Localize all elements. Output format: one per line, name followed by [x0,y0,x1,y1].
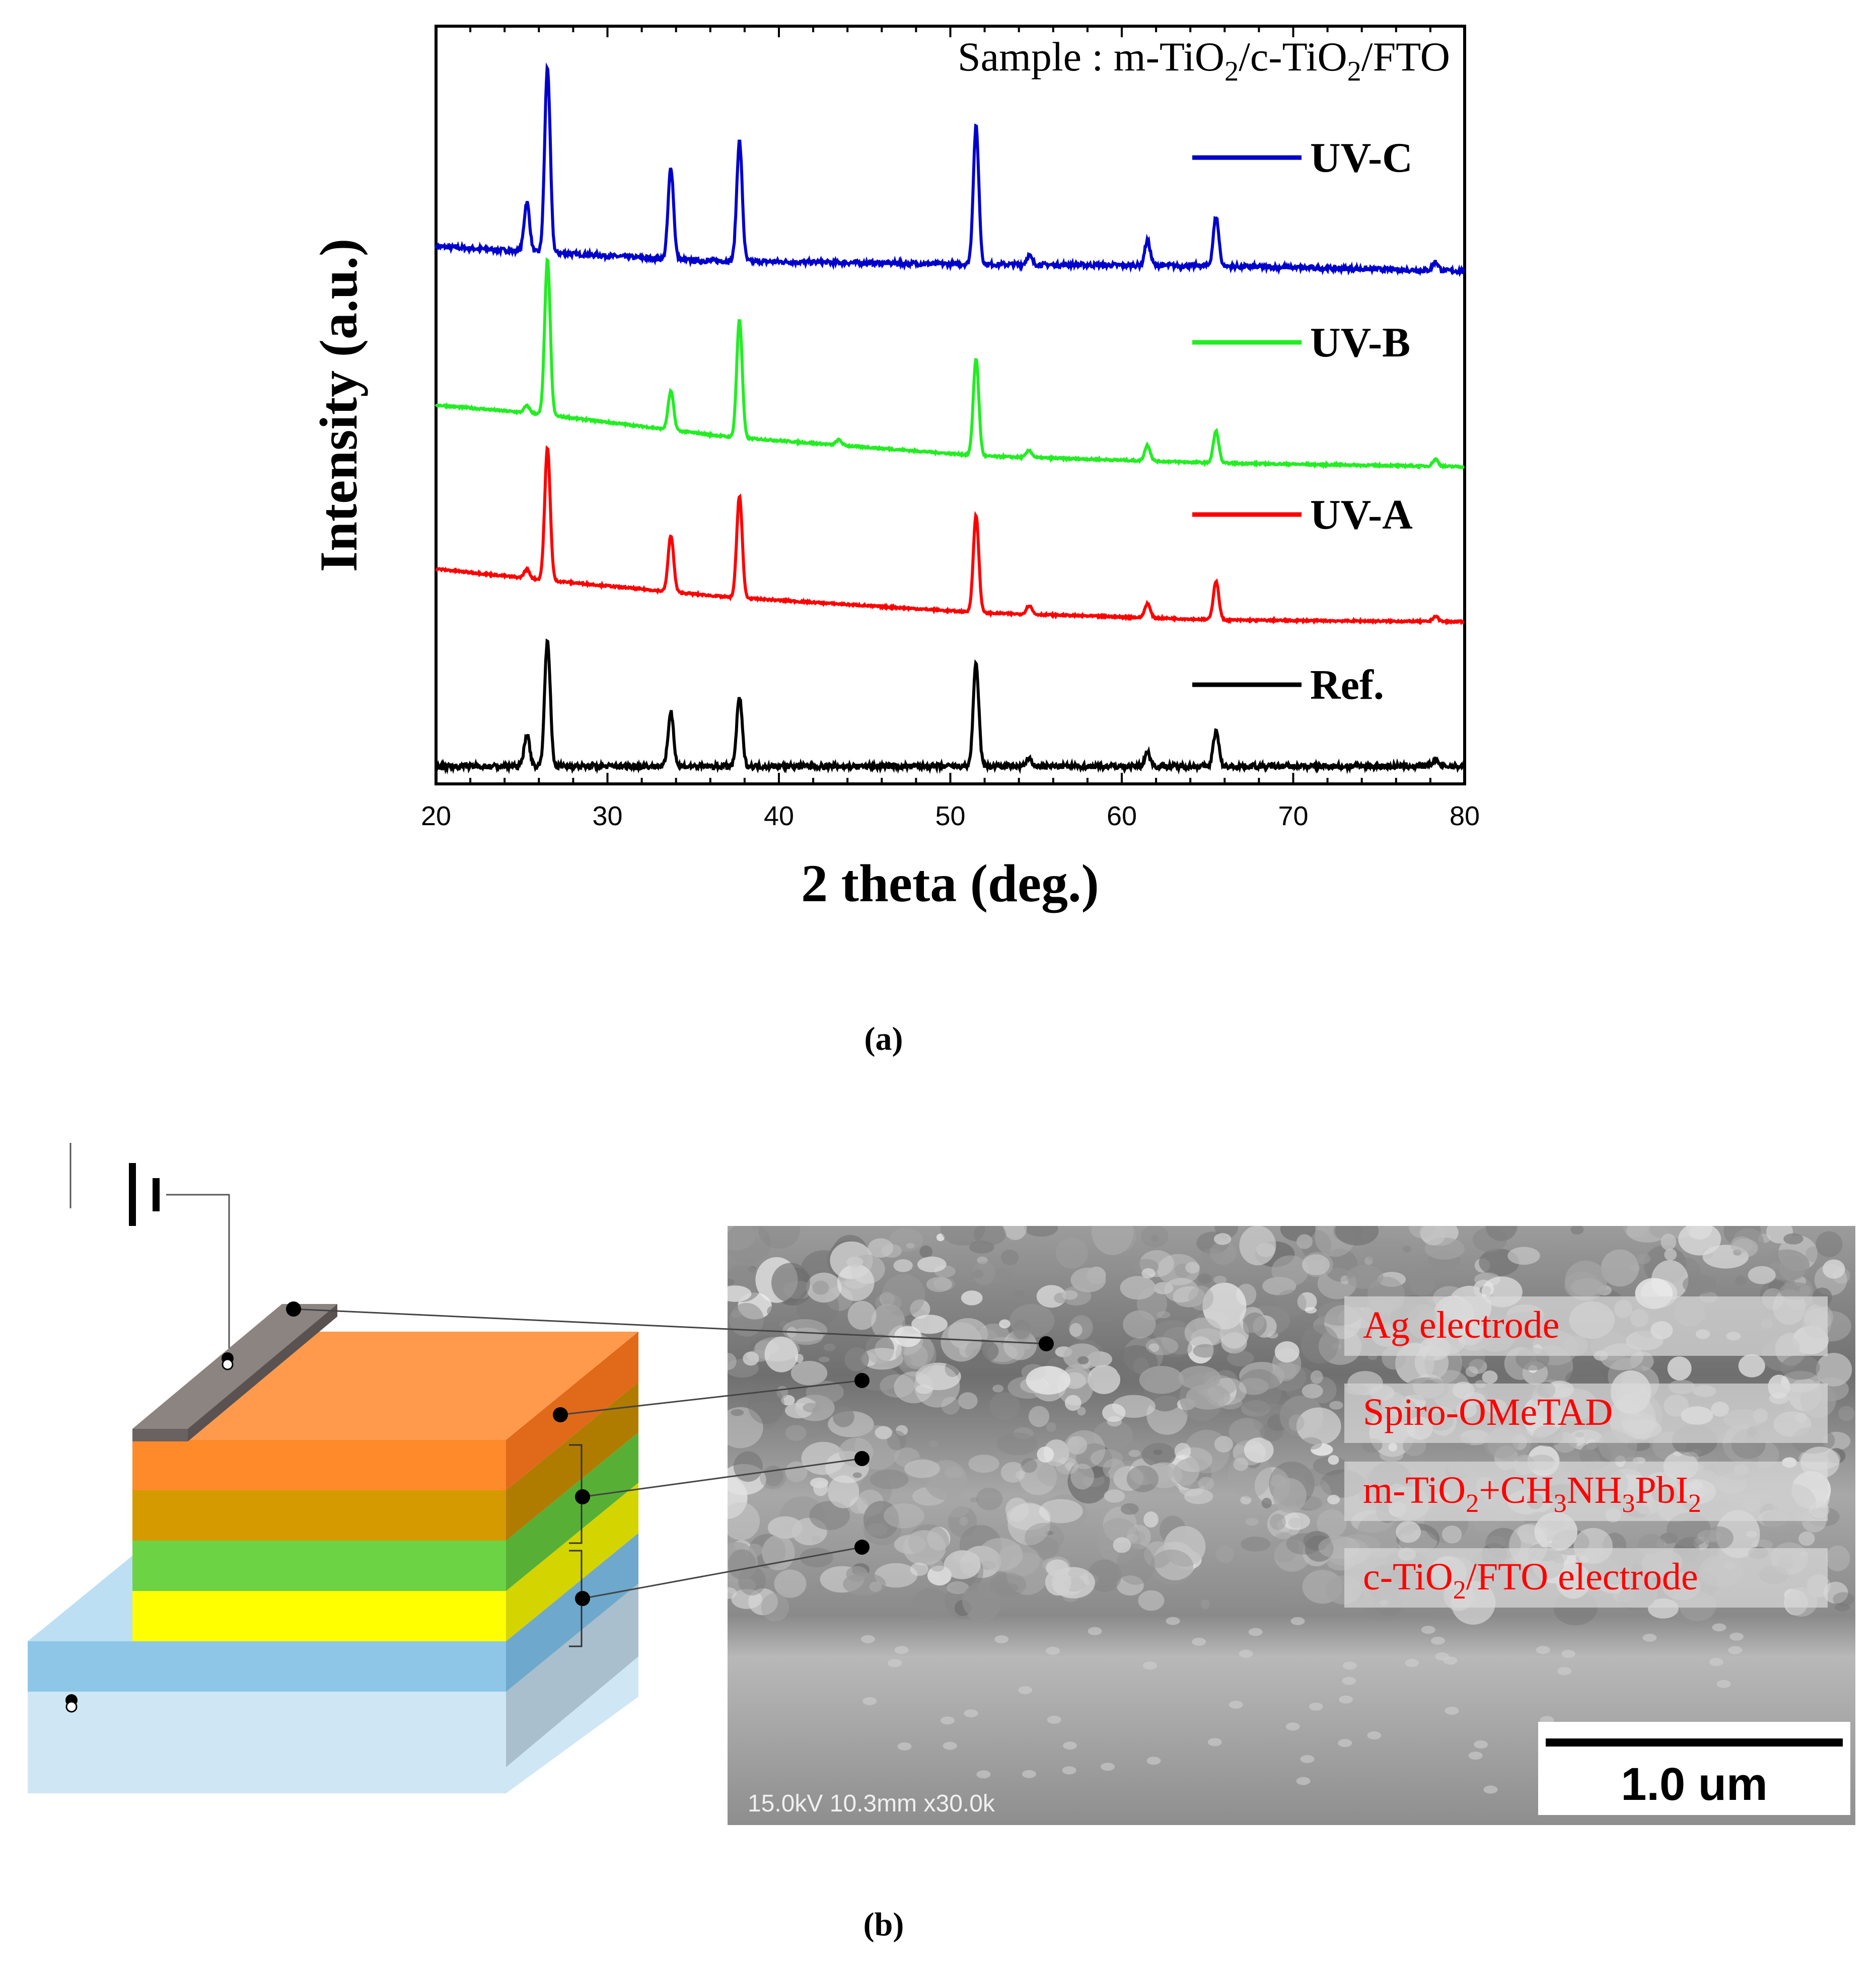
x-tick-label: 30 [592,801,622,831]
sem-layer-label: Ag electrode [1363,1304,1559,1346]
sample-label: Sample : m-TiO2/c-TiO2/FTO [958,34,1450,87]
x-tick-label: 70 [1278,801,1308,831]
legend-label: UV-B [1310,319,1410,366]
terminal-ring [65,1701,78,1713]
ctio2-layer [132,1483,638,1641]
perovskite-layer [132,1382,638,1541]
glass-layer [28,1581,638,1793]
panel-a-label: (a) [864,1021,903,1057]
sem-label-box [1344,1296,1828,1356]
sem-image: Ag electrode Spiro-OMeTAD m-TiO2+CH3NH3PbI… [728,1226,1855,1825]
battery-icon [129,1163,160,1226]
legend-label: UV-A [1310,491,1413,538]
x-tick-label: 50 [935,801,965,831]
series-line-ref [435,638,1466,775]
terminal-ring [222,1358,234,1370]
series-line-uv-b [435,257,1465,470]
x-tick-label: 40 [764,801,794,831]
scale-bar-label: 1.0 um [1621,1759,1767,1810]
battery-circuit [69,1143,230,1359]
legend-label: Ref. [1310,662,1384,708]
x-tick-label: 20 [421,801,451,831]
series-line-uv-a [435,445,1465,626]
sem-label-box [1344,1548,1828,1608]
x-tick-label: 60 [1107,801,1137,831]
x-tick-label: 80 [1450,801,1480,831]
sem-label-box [1344,1384,1828,1443]
series-line-uv-c [435,62,1465,277]
sem-layer-label: m-TiO2+CH3NH3PbI2 [1363,1469,1701,1518]
sem-layer-label: Spiro-OMeTAD [1363,1391,1613,1433]
sem-layer-label: c-TiO2/FTO electrode [1363,1556,1698,1605]
xrd-chart: UV-C UV-B UV-A Ref. 20 30 40 50 60 70 80 Sample :… [309,25,1480,1057]
device-schematic [28,1143,638,1793]
y-axis-label: Intensity (a.u.) [309,239,368,572]
panel-b-label: (b) [863,1906,904,1943]
scale-bar: 1.0 um [1538,1722,1850,1815]
sem-label-box [1344,1462,1828,1521]
x-axis-label: 2 theta (deg.) [801,854,1099,913]
sem-info-text: 15.0kV 10.3mm x30.0k [748,1790,995,1817]
legend-label: UV-C [1310,134,1413,181]
